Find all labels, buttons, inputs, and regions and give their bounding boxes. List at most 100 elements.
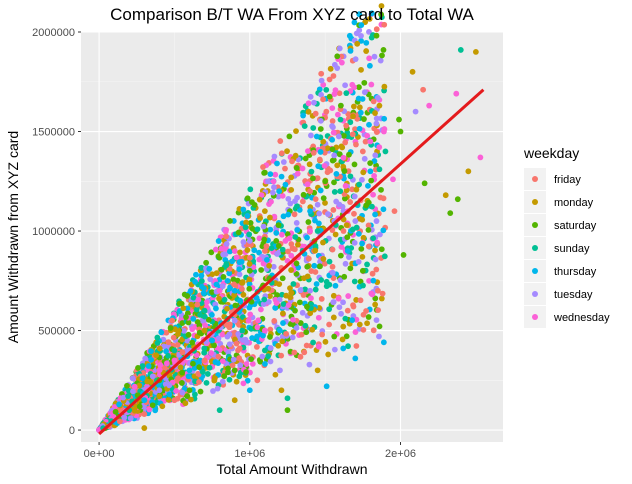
data-point xyxy=(304,273,311,280)
data-point xyxy=(297,353,304,360)
data-point xyxy=(349,186,356,193)
data-point xyxy=(308,132,314,139)
data-point xyxy=(300,191,307,198)
data-point xyxy=(204,371,211,377)
data-point xyxy=(148,348,154,355)
data-point-sunday xyxy=(314,228,321,234)
data-point xyxy=(373,32,380,39)
data-point xyxy=(276,188,283,195)
data-point xyxy=(167,325,174,331)
data-point-monday xyxy=(141,425,148,431)
data-point xyxy=(380,339,387,346)
data-point xyxy=(299,198,306,205)
data-point xyxy=(267,226,274,233)
data-point xyxy=(378,186,384,193)
data-point xyxy=(269,189,276,196)
data-point xyxy=(256,196,263,203)
data-point-tuesday xyxy=(156,387,163,394)
data-point xyxy=(346,151,352,158)
data-point xyxy=(185,373,192,380)
data-point-thursday xyxy=(141,397,148,404)
data-point xyxy=(249,199,255,206)
data-point xyxy=(192,278,198,285)
data-point-wednesday xyxy=(216,287,223,294)
data-point xyxy=(302,286,308,293)
data-point xyxy=(161,365,168,372)
data-point xyxy=(239,286,245,292)
data-point xyxy=(246,231,253,238)
data-point xyxy=(363,48,370,54)
data-point xyxy=(381,83,388,90)
data-point xyxy=(329,157,336,164)
data-point-thursday xyxy=(277,327,283,334)
data-point xyxy=(261,296,268,303)
x-tick-label: 0e+00 xyxy=(84,448,115,460)
data-point xyxy=(215,353,222,360)
data-point xyxy=(279,275,286,282)
data-point xyxy=(262,361,268,367)
data-point xyxy=(287,285,293,292)
data-point xyxy=(249,361,256,367)
data-point xyxy=(297,320,304,326)
data-point xyxy=(211,342,218,349)
data-point xyxy=(254,324,261,331)
data-point xyxy=(289,321,296,328)
data-point xyxy=(218,245,225,252)
data-point xyxy=(185,319,192,326)
data-point xyxy=(370,327,377,334)
data-point xyxy=(333,198,340,205)
x-tick-label: 1e+06 xyxy=(234,448,265,460)
data-point xyxy=(194,301,201,308)
data-point xyxy=(174,342,181,348)
data-point-monday xyxy=(201,327,208,334)
data-point xyxy=(205,316,212,323)
data-point xyxy=(318,77,325,84)
data-point xyxy=(280,301,287,307)
data-point xyxy=(206,265,213,272)
data-point xyxy=(340,299,346,306)
data-point-monday xyxy=(376,102,383,109)
data-point-saturday xyxy=(322,178,329,185)
data-point xyxy=(345,254,352,260)
data-point xyxy=(306,361,313,368)
data-point xyxy=(213,270,220,277)
data-point xyxy=(258,267,265,273)
data-point xyxy=(375,307,382,314)
data-point xyxy=(247,186,254,193)
data-point xyxy=(267,326,274,333)
data-point-sunday xyxy=(337,188,344,195)
data-point xyxy=(349,317,356,324)
data-point xyxy=(237,297,244,304)
data-point xyxy=(208,289,215,295)
data-point xyxy=(159,403,166,410)
data-point xyxy=(188,301,195,308)
data-point xyxy=(317,263,323,270)
data-point xyxy=(290,316,296,323)
data-point xyxy=(208,249,215,256)
data-point xyxy=(331,189,338,195)
data-point xyxy=(197,311,204,318)
data-point xyxy=(272,371,279,378)
data-point xyxy=(284,148,290,155)
data-point-monday xyxy=(261,208,268,215)
data-point-saturday xyxy=(421,180,428,187)
data-point xyxy=(368,177,375,184)
data-point xyxy=(358,245,365,252)
data-point xyxy=(201,313,208,320)
data-point-friday xyxy=(289,158,295,165)
data-point xyxy=(131,383,138,390)
data-point xyxy=(343,333,350,340)
data-point xyxy=(272,171,279,178)
data-point xyxy=(359,176,365,183)
data-point xyxy=(213,305,219,312)
data-point xyxy=(247,254,253,261)
data-point xyxy=(363,39,370,46)
data-point xyxy=(331,346,338,353)
data-point xyxy=(377,231,383,238)
data-point xyxy=(278,231,285,238)
data-point xyxy=(236,373,243,380)
data-point xyxy=(263,243,270,250)
data-point xyxy=(144,378,151,385)
data-point xyxy=(312,286,319,293)
data-point xyxy=(323,86,330,93)
